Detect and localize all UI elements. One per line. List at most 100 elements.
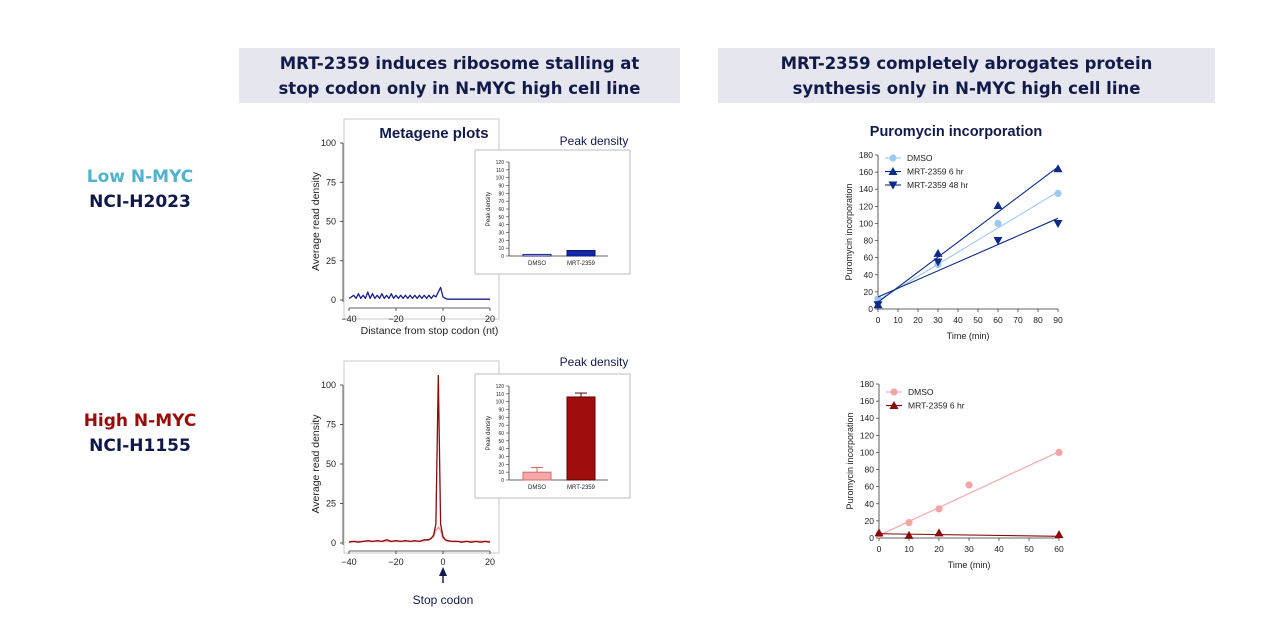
puro-low-y-tick-label: 20	[864, 287, 874, 297]
metagene-low-y-label: Average read density	[310, 171, 322, 271]
puro-high-point-1	[935, 505, 943, 513]
metagene-high-series-line-2	[349, 526, 490, 543]
metagene-low-y-tick-label: 25	[326, 256, 336, 266]
metagene-low-x-tick-label: 20	[485, 314, 495, 324]
metagene-high-x-tick-label: −20	[388, 557, 403, 567]
puro-high-point-2	[934, 528, 944, 537]
metagene-high-y-tick-label: 100	[321, 380, 336, 390]
puro-high-x-tick-label: 0	[877, 544, 882, 554]
metagene-high-x-tick-label: 20	[485, 557, 495, 567]
peak-low-category-label: DMSO	[528, 261, 546, 267]
puro-high-x-tick-label: 40	[994, 544, 1004, 554]
metagene-low-x-tick-label: −40	[341, 314, 356, 324]
puro-low-legend-marker-3	[888, 181, 898, 190]
metagene-low-title: Metagene plots	[379, 125, 488, 142]
puro-high-x-tick-label: 10	[904, 544, 914, 554]
puro-high-x-tick-label: 20	[934, 544, 944, 554]
puro-low-y-tick-label: 160	[859, 167, 873, 177]
high-row-label: High N-MYC NCI-H1155	[30, 409, 250, 459]
puro-low-title: Puromycin incorporation	[870, 124, 1042, 140]
puro-high-y-label: Puromycin incorporation	[845, 412, 855, 509]
metagene-low-y-tick-label: 100	[321, 138, 336, 148]
peak-low-y-tick-label: 120	[496, 160, 505, 166]
peak-low-y-tick-label: 30	[498, 231, 504, 237]
puro-low-y-tick-label: 0	[868, 304, 873, 314]
stop-codon-arrow-icon	[439, 567, 447, 576]
low-nmyc-label: Low N-MYC	[86, 167, 194, 187]
puro-high-legend-label-1: DMSO	[908, 387, 934, 397]
puro-low-x-tick-label: 60	[993, 315, 1003, 325]
metagene-high-series-line-1	[348, 374, 491, 543]
puro-high-legend-marker-2	[889, 401, 899, 409]
peak-high-y-tick-label: 120	[496, 384, 505, 390]
puro-high-x-label: Time (min)	[948, 560, 991, 570]
puro-low-x-tick-label: 10	[893, 315, 903, 325]
left-header-line-1: MRT-2359 induces ribosome stalling at	[279, 53, 640, 73]
puro-low-x-tick-label: 40	[953, 315, 963, 325]
puro-high-point-1	[905, 519, 913, 527]
peak-high-y-tick-label: 40	[498, 447, 504, 453]
peak-high-y-tick-label: 70	[498, 423, 504, 429]
peak-high-bar-dmso	[522, 471, 552, 481]
puro-low-x-tick-label: 50	[973, 315, 983, 325]
peak-low-y-label: Peak density	[486, 192, 492, 226]
peak-high-y-tick-label: 20	[498, 462, 504, 468]
puro-low-y-tick-label: 80	[864, 236, 874, 246]
puro-low-legend-label-3: MRT-2359 48 hr	[907, 180, 968, 190]
peak-high-category-label: DMSO	[528, 485, 546, 491]
high-cell-line-label: NCI-H1155	[89, 436, 191, 456]
peak-high-y-tick-label: 0	[501, 478, 504, 484]
peak-low-y-tick-label: 80	[498, 191, 504, 197]
puro-high-x-tick-label: 50	[1024, 544, 1034, 554]
puro-low-legend-label-1: DMSO	[907, 153, 933, 163]
left-header: MRT-2359 induces ribosome stalling at sto…	[239, 48, 680, 103]
peak-low-category-label: MRT-2359	[567, 261, 596, 267]
metagene-high-y-tick-label: 50	[326, 459, 336, 469]
right-header: MRT-2359 completely abrogates protein syn…	[718, 48, 1215, 103]
puro-high-point-2	[1054, 530, 1064, 539]
peak-low-bar-dmso	[522, 253, 552, 257]
puro-high-x-tick-label: 60	[1054, 544, 1064, 554]
puro-low-x-tick-label: 0	[876, 315, 881, 325]
puro-low-point-3	[1053, 219, 1063, 228]
puro-low-y-tick-label: 40	[864, 270, 874, 280]
peak-low-y-tick-label: 90	[498, 184, 504, 190]
puro-high-y-tick-label: 40	[865, 499, 875, 509]
puro-high-legend-marker-1	[890, 388, 898, 396]
peak-low-y-tick-label: 70	[498, 199, 504, 205]
puro-low-legend-label-2: MRT-2359 6 hr	[907, 167, 964, 177]
metagene-low-series-line-1	[348, 286, 490, 300]
puro-high-point-2	[904, 530, 914, 539]
puro-low-x-tick-label: 30	[933, 315, 943, 325]
puro-high-legend-label-2: MRT-2359 6 hr	[908, 401, 965, 411]
puro-high-point-1	[1055, 448, 1063, 457]
low-cell-line-label: NCI-H2023	[89, 192, 191, 212]
left-header-line-2: stop codon only in N-MYC high cell line	[278, 78, 641, 98]
puro-low-point-3	[933, 258, 943, 267]
puro-low-point-2	[1053, 164, 1063, 173]
puro-low-y-label: Puromycin incorporation	[844, 183, 854, 280]
puro-low-y-tick-label: 140	[859, 184, 873, 194]
puro-high-y-tick-label: 0	[869, 533, 874, 543]
puro-low-x-label: Time (min)	[947, 331, 990, 341]
puro-high-y-tick-label: 60	[865, 482, 875, 492]
metagene-low-y-tick-label: 75	[326, 177, 336, 187]
peak-low-y-tick-label: 100	[496, 176, 505, 182]
puro-low-point-2	[933, 248, 943, 257]
peak-high-frame	[474, 373, 631, 499]
metagene-high-y-tick-label: 75	[326, 420, 336, 430]
peak-low-title: Peak density	[560, 134, 629, 148]
metagene-low-y-tick-label: 50	[326, 217, 336, 227]
peak-low-y-tick-label: 60	[498, 207, 504, 213]
puro-low-x-tick-label: 90	[1053, 315, 1063, 325]
peak-high-title: Peak density	[560, 355, 629, 369]
high-nmyc-label: High N-MYC	[83, 411, 197, 431]
puro-high-y-tick-label: 160	[860, 396, 874, 406]
peak-high-y-tick-label: 100	[496, 400, 505, 406]
peak-low-y-tick-label: 0	[501, 254, 504, 260]
peak-low-y-tick-label: 110	[496, 168, 504, 174]
peak-low-y-tick-label: 50	[498, 215, 504, 221]
puro-high-y-tick-label: 140	[860, 413, 874, 423]
metagene-low-x-tick-label: 0	[440, 314, 445, 324]
puro-high-y-tick-label: 120	[860, 430, 874, 440]
